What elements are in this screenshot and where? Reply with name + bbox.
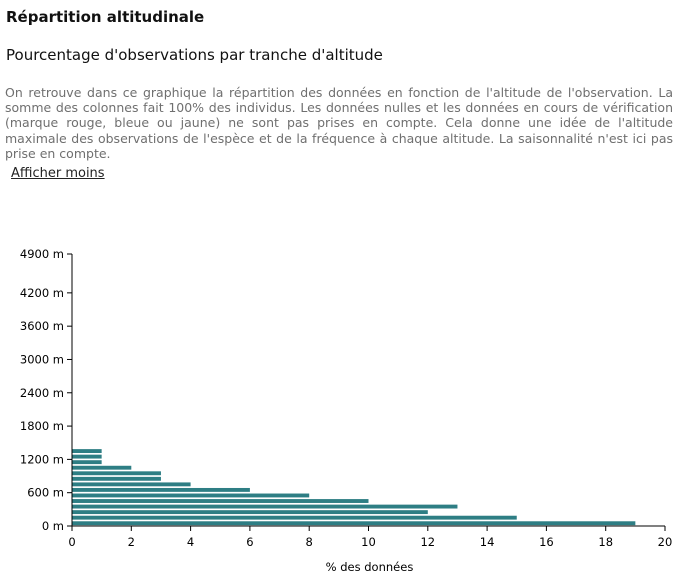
bar-400m[interactable] xyxy=(72,499,369,503)
x-tick-label: 20 xyxy=(658,535,673,549)
y-tick-label: 600 m xyxy=(27,486,64,500)
x-tick-label: 0 xyxy=(68,535,75,549)
x-tick-label: 18 xyxy=(598,535,613,549)
bar-900m[interactable] xyxy=(72,471,161,476)
bar-1300m[interactable] xyxy=(72,449,102,454)
x-tick-label: 16 xyxy=(539,535,554,549)
y-tick-label: 1200 m xyxy=(20,452,64,466)
bars-group xyxy=(72,449,636,526)
bar-300m[interactable] xyxy=(72,504,458,509)
bar-800m[interactable] xyxy=(72,476,161,481)
y-tick-label: 0 m xyxy=(42,519,64,533)
y-axis-ticks: 0 m 600 m 1200 m 1800 m 2400 m 3000 m 3600 m 42… xyxy=(20,247,72,533)
y-tick-label: 4200 m xyxy=(20,286,64,300)
bar-1000m[interactable] xyxy=(72,465,132,470)
chart-subtitle: Pourcentage d'observations par tranche d… xyxy=(6,46,383,64)
bar-0m[interactable] xyxy=(72,521,636,526)
show-less-link[interactable]: Afficher moins xyxy=(11,166,105,181)
altitude-bar-chart: 0 2 4 6 8 10 12 14 16 18 20 0 m 600 m 1200 m 1800 m 24… xyxy=(20,247,672,574)
bar-100m[interactable] xyxy=(72,515,517,520)
bar-700m[interactable] xyxy=(72,482,191,487)
y-tick-label: 2400 m xyxy=(20,386,64,400)
x-tick-label: 14 xyxy=(480,535,495,549)
x-tick-label: 4 xyxy=(187,535,194,549)
bar-500m[interactable] xyxy=(72,493,310,498)
bar-1200m[interactable] xyxy=(72,454,102,459)
x-tick-label: 6 xyxy=(246,535,253,549)
chart-description: On retrouve dans ce graphique la réparti… xyxy=(5,85,673,161)
chart-title: Répartition altitudinale xyxy=(6,8,205,26)
y-tick-label: 1800 m xyxy=(20,419,64,433)
y-tick-label: 3000 m xyxy=(20,352,64,366)
x-tick-label: 2 xyxy=(128,535,135,549)
x-tick-label: 12 xyxy=(420,535,435,549)
x-axis-ticks: 0 2 4 6 8 10 12 14 16 18 20 xyxy=(68,526,672,549)
bar-200m[interactable] xyxy=(72,510,428,515)
x-axis-label: % des données xyxy=(326,560,414,574)
bar-1100m[interactable] xyxy=(72,460,102,465)
x-tick-label: 10 xyxy=(361,535,376,549)
x-tick-label: 8 xyxy=(306,535,313,549)
y-tick-label: 4900 m xyxy=(20,247,64,261)
bar-600m[interactable] xyxy=(72,487,250,492)
y-tick-label: 3600 m xyxy=(20,319,64,333)
